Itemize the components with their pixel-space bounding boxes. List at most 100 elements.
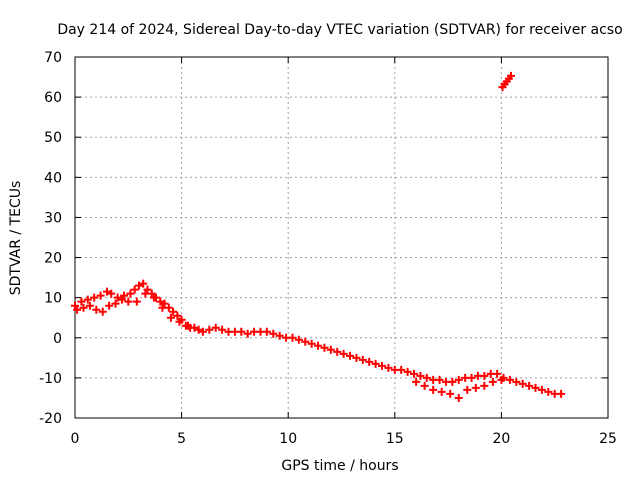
data-point bbox=[378, 361, 387, 370]
data-point bbox=[301, 337, 310, 346]
data-point bbox=[190, 323, 199, 332]
x-tick-label: 5 bbox=[177, 431, 186, 447]
data-point bbox=[243, 329, 252, 338]
data-point bbox=[480, 371, 489, 380]
data-point bbox=[218, 325, 227, 334]
data-point bbox=[333, 347, 342, 356]
data-point bbox=[107, 289, 116, 298]
data-point bbox=[275, 331, 284, 340]
data-point bbox=[467, 373, 476, 382]
data-point bbox=[79, 303, 88, 312]
data-point bbox=[358, 355, 367, 364]
data-point bbox=[422, 373, 431, 382]
x-tick-label: 25 bbox=[599, 431, 617, 447]
data-point bbox=[397, 365, 406, 374]
y-tick-label: 10 bbox=[44, 291, 62, 307]
data-point bbox=[384, 363, 393, 372]
data-point bbox=[339, 349, 348, 358]
data-point bbox=[412, 377, 421, 386]
data-point bbox=[166, 313, 175, 322]
data-point bbox=[113, 293, 122, 302]
data-point bbox=[160, 299, 169, 308]
data-point bbox=[156, 297, 165, 306]
plot-frame bbox=[74, 56, 609, 419]
data-point bbox=[194, 325, 203, 334]
data-point bbox=[124, 297, 133, 306]
data-point bbox=[506, 71, 515, 80]
data-point bbox=[352, 353, 361, 362]
data-point bbox=[557, 389, 566, 398]
data-point bbox=[531, 383, 540, 392]
data-point bbox=[429, 385, 438, 394]
data-point bbox=[77, 297, 86, 306]
data-point bbox=[480, 381, 489, 390]
y-tick-label: 50 bbox=[44, 130, 62, 146]
data-point bbox=[175, 317, 184, 326]
data-point bbox=[173, 311, 182, 320]
data-point bbox=[141, 289, 150, 298]
data-point bbox=[454, 393, 463, 402]
data-point bbox=[525, 381, 534, 390]
data-point bbox=[497, 375, 506, 384]
data-point bbox=[518, 379, 527, 388]
data-point bbox=[130, 285, 139, 294]
data-point bbox=[420, 381, 429, 390]
x-tick-label: 20 bbox=[492, 431, 510, 447]
data-point bbox=[198, 327, 207, 336]
data-point bbox=[71, 301, 79, 310]
data-point bbox=[211, 323, 220, 332]
data-point bbox=[132, 297, 141, 306]
data-point bbox=[92, 305, 101, 314]
data-point bbox=[512, 377, 521, 386]
grid bbox=[75, 57, 608, 418]
data-point bbox=[505, 375, 514, 384]
data-point bbox=[307, 339, 316, 348]
y-tick-label: 40 bbox=[44, 170, 62, 186]
data-point bbox=[493, 369, 502, 378]
data-point bbox=[83, 295, 92, 304]
data-point bbox=[143, 285, 152, 294]
data-point bbox=[454, 375, 463, 384]
data-point bbox=[96, 291, 105, 300]
data-point bbox=[463, 385, 472, 394]
data-point bbox=[435, 375, 444, 384]
data-point bbox=[294, 335, 303, 344]
x-tick-label: 15 bbox=[386, 431, 404, 447]
data-point bbox=[544, 387, 553, 396]
data-point bbox=[488, 377, 497, 386]
data-point bbox=[320, 343, 329, 352]
data-point bbox=[120, 291, 129, 300]
data-point bbox=[371, 359, 380, 368]
data-point bbox=[346, 351, 355, 360]
data-series bbox=[71, 71, 566, 402]
y-tick-label: 30 bbox=[44, 210, 62, 226]
chart-title: Day 214 of 2024, Sidereal Day-to-day VTE… bbox=[57, 22, 622, 38]
y-tick-label: -10 bbox=[39, 371, 62, 387]
data-point bbox=[169, 307, 178, 316]
data-point bbox=[139, 279, 148, 288]
data-point bbox=[537, 385, 546, 394]
x-axis-label: GPS time / hours bbox=[281, 458, 398, 474]
data-point bbox=[403, 367, 412, 376]
x-tick-label: 0 bbox=[71, 431, 80, 447]
y-tick-label: -20 bbox=[39, 411, 62, 427]
data-point bbox=[262, 327, 271, 336]
data-point bbox=[314, 341, 323, 350]
data-point bbox=[102, 287, 111, 296]
data-point bbox=[326, 345, 335, 354]
data-point bbox=[158, 303, 167, 312]
data-point bbox=[73, 305, 82, 314]
data-point bbox=[409, 369, 418, 378]
data-point bbox=[446, 389, 455, 398]
data-point bbox=[98, 307, 107, 316]
y-tick-label: 70 bbox=[44, 50, 62, 66]
data-point bbox=[126, 289, 135, 298]
x-tick-label: 10 bbox=[279, 431, 297, 447]
data-point bbox=[117, 295, 126, 304]
axis-ticks: 0 5 10 15 20 25 -20 -10 0 10 20 30 40 50 60 70 bbox=[39, 50, 617, 447]
data-point bbox=[111, 299, 120, 308]
data-point bbox=[105, 301, 114, 310]
data-point bbox=[437, 387, 446, 396]
data-point bbox=[237, 327, 246, 336]
y-tick-label: 0 bbox=[53, 331, 62, 347]
